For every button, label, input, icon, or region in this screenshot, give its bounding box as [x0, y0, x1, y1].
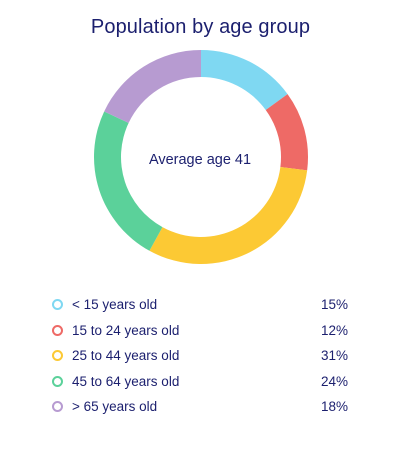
legend-value: 31% [320, 348, 348, 364]
legend-label: 25 to 44 years old [72, 348, 180, 364]
donut-chart: Average age 41 [93, 49, 308, 264]
donut-slice-1 [201, 50, 288, 110]
donut-chart-svg [93, 49, 308, 264]
legend-marker-icon [52, 324, 63, 336]
legend-item: 45 to 64 years old 24% [52, 369, 348, 395]
donut-slice-4 [93, 111, 163, 251]
legend-item: > 65 years old 18% [52, 394, 348, 420]
legend-marker-icon [52, 350, 63, 362]
legend-value: 15% [320, 297, 348, 313]
legend-value: 24% [320, 373, 348, 389]
donut-slice-5 [104, 49, 201, 123]
legend-item: 25 to 44 years old 31% [52, 343, 348, 369]
chart-title: Population by age group [90, 16, 311, 38]
donut-slice-2 [265, 94, 308, 171]
legend-marker-icon [52, 401, 63, 413]
legend-label: 15 to 24 years old [72, 322, 180, 338]
donut-slice-3 [149, 167, 308, 264]
legend-marker-icon [52, 375, 63, 387]
legend-value: 18% [320, 399, 348, 415]
legend-label: 45 to 64 years old [72, 373, 180, 389]
legend-marker-icon [52, 299, 63, 311]
legend-item: 15 to 24 years old 12% [52, 318, 348, 344]
legend-label: < 15 years old [72, 297, 158, 313]
legend-label: > 65 years old [72, 399, 158, 415]
chart-legend: < 15 years old 15% 15 to 24 years old 12% 25… [52, 292, 348, 420]
legend-item: < 15 years old 15% [52, 292, 348, 318]
legend-value: 12% [320, 322, 348, 338]
donut-center-label: Average age 41 [148, 152, 252, 168]
